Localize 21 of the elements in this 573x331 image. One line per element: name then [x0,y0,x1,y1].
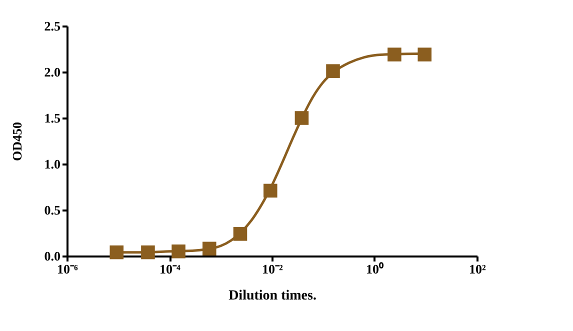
x-axis-title: Dilution times. [228,288,316,304]
point [294,111,309,125]
y-tick-label: 2.5 [44,18,61,34]
y-tick-label: 1.0 [44,156,60,172]
x-tick-label: 10⁻² [262,262,284,276]
point [110,245,124,260]
point [202,242,216,256]
point [233,227,248,241]
point [263,184,278,198]
y-tick-label: 1.5 [44,110,61,126]
x-tick-label: 10⁻⁶ [57,262,78,276]
y-tick-label: 2.0 [44,64,60,80]
y-axis-title: OD450 [9,122,24,161]
point [141,245,155,260]
y-tick-label: 0.5 [44,202,61,218]
y-tick-label: 0.0 [44,248,60,264]
point [172,244,186,258]
x-tick-label: 10⁻⁴ [160,262,181,276]
x-tick-label: 10² [469,262,486,276]
x-tick-label: 10⁰ [366,262,384,276]
point [326,64,340,78]
